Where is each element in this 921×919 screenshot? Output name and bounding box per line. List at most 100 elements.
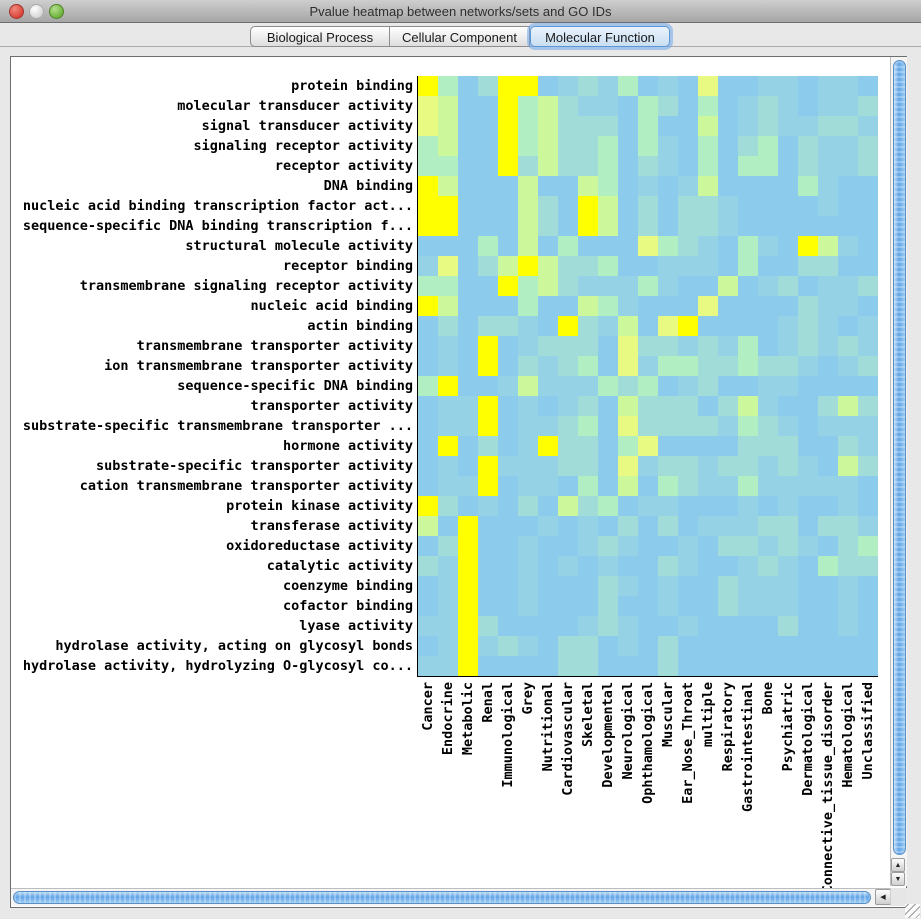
heatmap-cell [638, 96, 658, 116]
heatmap-cell [418, 316, 438, 336]
heatmap-cell [638, 236, 658, 256]
horizontal-scrollbar-thumb[interactable] [13, 891, 871, 904]
scroll-up-arrow-icon[interactable]: ▲ [891, 858, 905, 872]
heatmap-cell [418, 636, 438, 656]
heatmap-cell [658, 596, 678, 616]
heatmap-cell [858, 236, 878, 256]
heatmap-cell [838, 636, 858, 656]
heatmap-cell [858, 356, 878, 376]
heatmap-cell [458, 336, 478, 356]
heatmap-cell [738, 556, 758, 576]
heatmap-cell [458, 456, 478, 476]
heatmap-cell [618, 436, 638, 456]
heatmap-cell [458, 356, 478, 376]
heatmap-cell [858, 216, 878, 236]
heatmap-cell [818, 476, 838, 496]
heatmap-cell [838, 656, 858, 676]
heatmap-cell [558, 156, 578, 176]
heatmap-cell [418, 76, 438, 96]
vertical-scrollbar-track[interactable] [890, 57, 907, 886]
minimize-button-icon[interactable] [29, 4, 44, 19]
heatmap-cell [718, 656, 738, 676]
scroll-down-arrow-icon[interactable]: ▼ [891, 872, 905, 886]
heatmap-cell [518, 416, 538, 436]
heatmap-cell [558, 636, 578, 656]
close-button-icon[interactable] [9, 4, 24, 19]
heatmap-cell [698, 236, 718, 256]
heatmap-cell [418, 176, 438, 196]
zoom-button-icon[interactable] [49, 4, 64, 19]
heatmap-cell [538, 376, 558, 396]
heatmap-cell [478, 196, 498, 216]
heatmap-cell [758, 76, 778, 96]
heatmap-cell [718, 516, 738, 536]
column-label: Neurological [620, 682, 636, 780]
heatmap-cell [858, 496, 878, 516]
column-label: Hematological [840, 682, 856, 788]
heatmap-cell [478, 456, 498, 476]
heatmap-cell [838, 96, 858, 116]
heatmap-cell [858, 656, 878, 676]
heatmap-cell [718, 436, 738, 456]
heatmap-cell [558, 176, 578, 196]
heatmap-cell [418, 156, 438, 176]
heatmap-cell [738, 396, 758, 416]
heatmap-cell [418, 236, 438, 256]
heatmap-cell [418, 276, 438, 296]
heatmap-cell [678, 576, 698, 596]
heatmap-cell [558, 376, 578, 396]
heatmap-cell [698, 396, 718, 416]
heatmap-cell [598, 556, 618, 576]
title-bar[interactable]: Pvalue heatmap between networks/sets and… [0, 0, 921, 23]
heatmap-cell [698, 176, 718, 196]
scroll-left-arrow-icon[interactable]: ◀ [875, 889, 891, 905]
heatmap-cell [798, 436, 818, 456]
heatmap-cell [858, 436, 878, 456]
tab-cellular-component[interactable]: Cellular Component [390, 26, 530, 47]
heatmap-cell [738, 576, 758, 596]
heatmap-cell [738, 356, 758, 376]
vertical-scrollbar-thumb[interactable] [893, 60, 906, 855]
heatmap-cell [818, 556, 838, 576]
heatmap-cell [458, 416, 478, 436]
heatmap-cell [578, 616, 598, 636]
column-label: Unclassified [860, 682, 876, 780]
heatmap-cell [578, 356, 598, 376]
heatmap-cell [678, 296, 698, 316]
heatmap-cell [638, 576, 658, 596]
tab-molecular-function[interactable]: Molecular Function [530, 26, 670, 47]
heatmap-cell [478, 536, 498, 556]
heatmap-cell [698, 456, 718, 476]
heatmap-cell [818, 656, 838, 676]
heatmap-cell [478, 336, 498, 356]
tab-biological-process[interactable]: Biological Process [250, 26, 390, 47]
heatmap-cell [478, 356, 498, 376]
heatmap-cell [838, 256, 858, 276]
heatmap-cell [578, 476, 598, 496]
heatmap-cell [658, 436, 678, 456]
window-resize-grip[interactable] [905, 904, 920, 918]
heatmap-cell [598, 276, 618, 296]
heatmap-cell [658, 576, 678, 596]
heatmap-cell [798, 656, 818, 676]
heatmap-cell [698, 376, 718, 396]
heatmap-cell [798, 256, 818, 276]
heatmap-cell [798, 176, 818, 196]
heatmap-cell [578, 596, 598, 616]
heatmap-cell [738, 656, 758, 676]
heatmap-cell [758, 616, 778, 636]
heatmap-cell [558, 316, 578, 336]
heatmap-cell [758, 656, 778, 676]
row-label: receptor activity [274, 158, 413, 174]
heatmap-cell [518, 116, 538, 136]
heatmap-cell [418, 296, 438, 316]
horizontal-scrollbar-track[interactable] [11, 888, 906, 906]
heatmap-cell [778, 436, 798, 456]
heatmap-cell [498, 296, 518, 316]
column-label: Renal [480, 682, 496, 723]
heatmap-cell [458, 396, 478, 416]
heatmap-cell [618, 96, 638, 116]
heatmap-cell [678, 536, 698, 556]
heatmap-cell [858, 116, 878, 136]
heatmap-cell [858, 596, 878, 616]
